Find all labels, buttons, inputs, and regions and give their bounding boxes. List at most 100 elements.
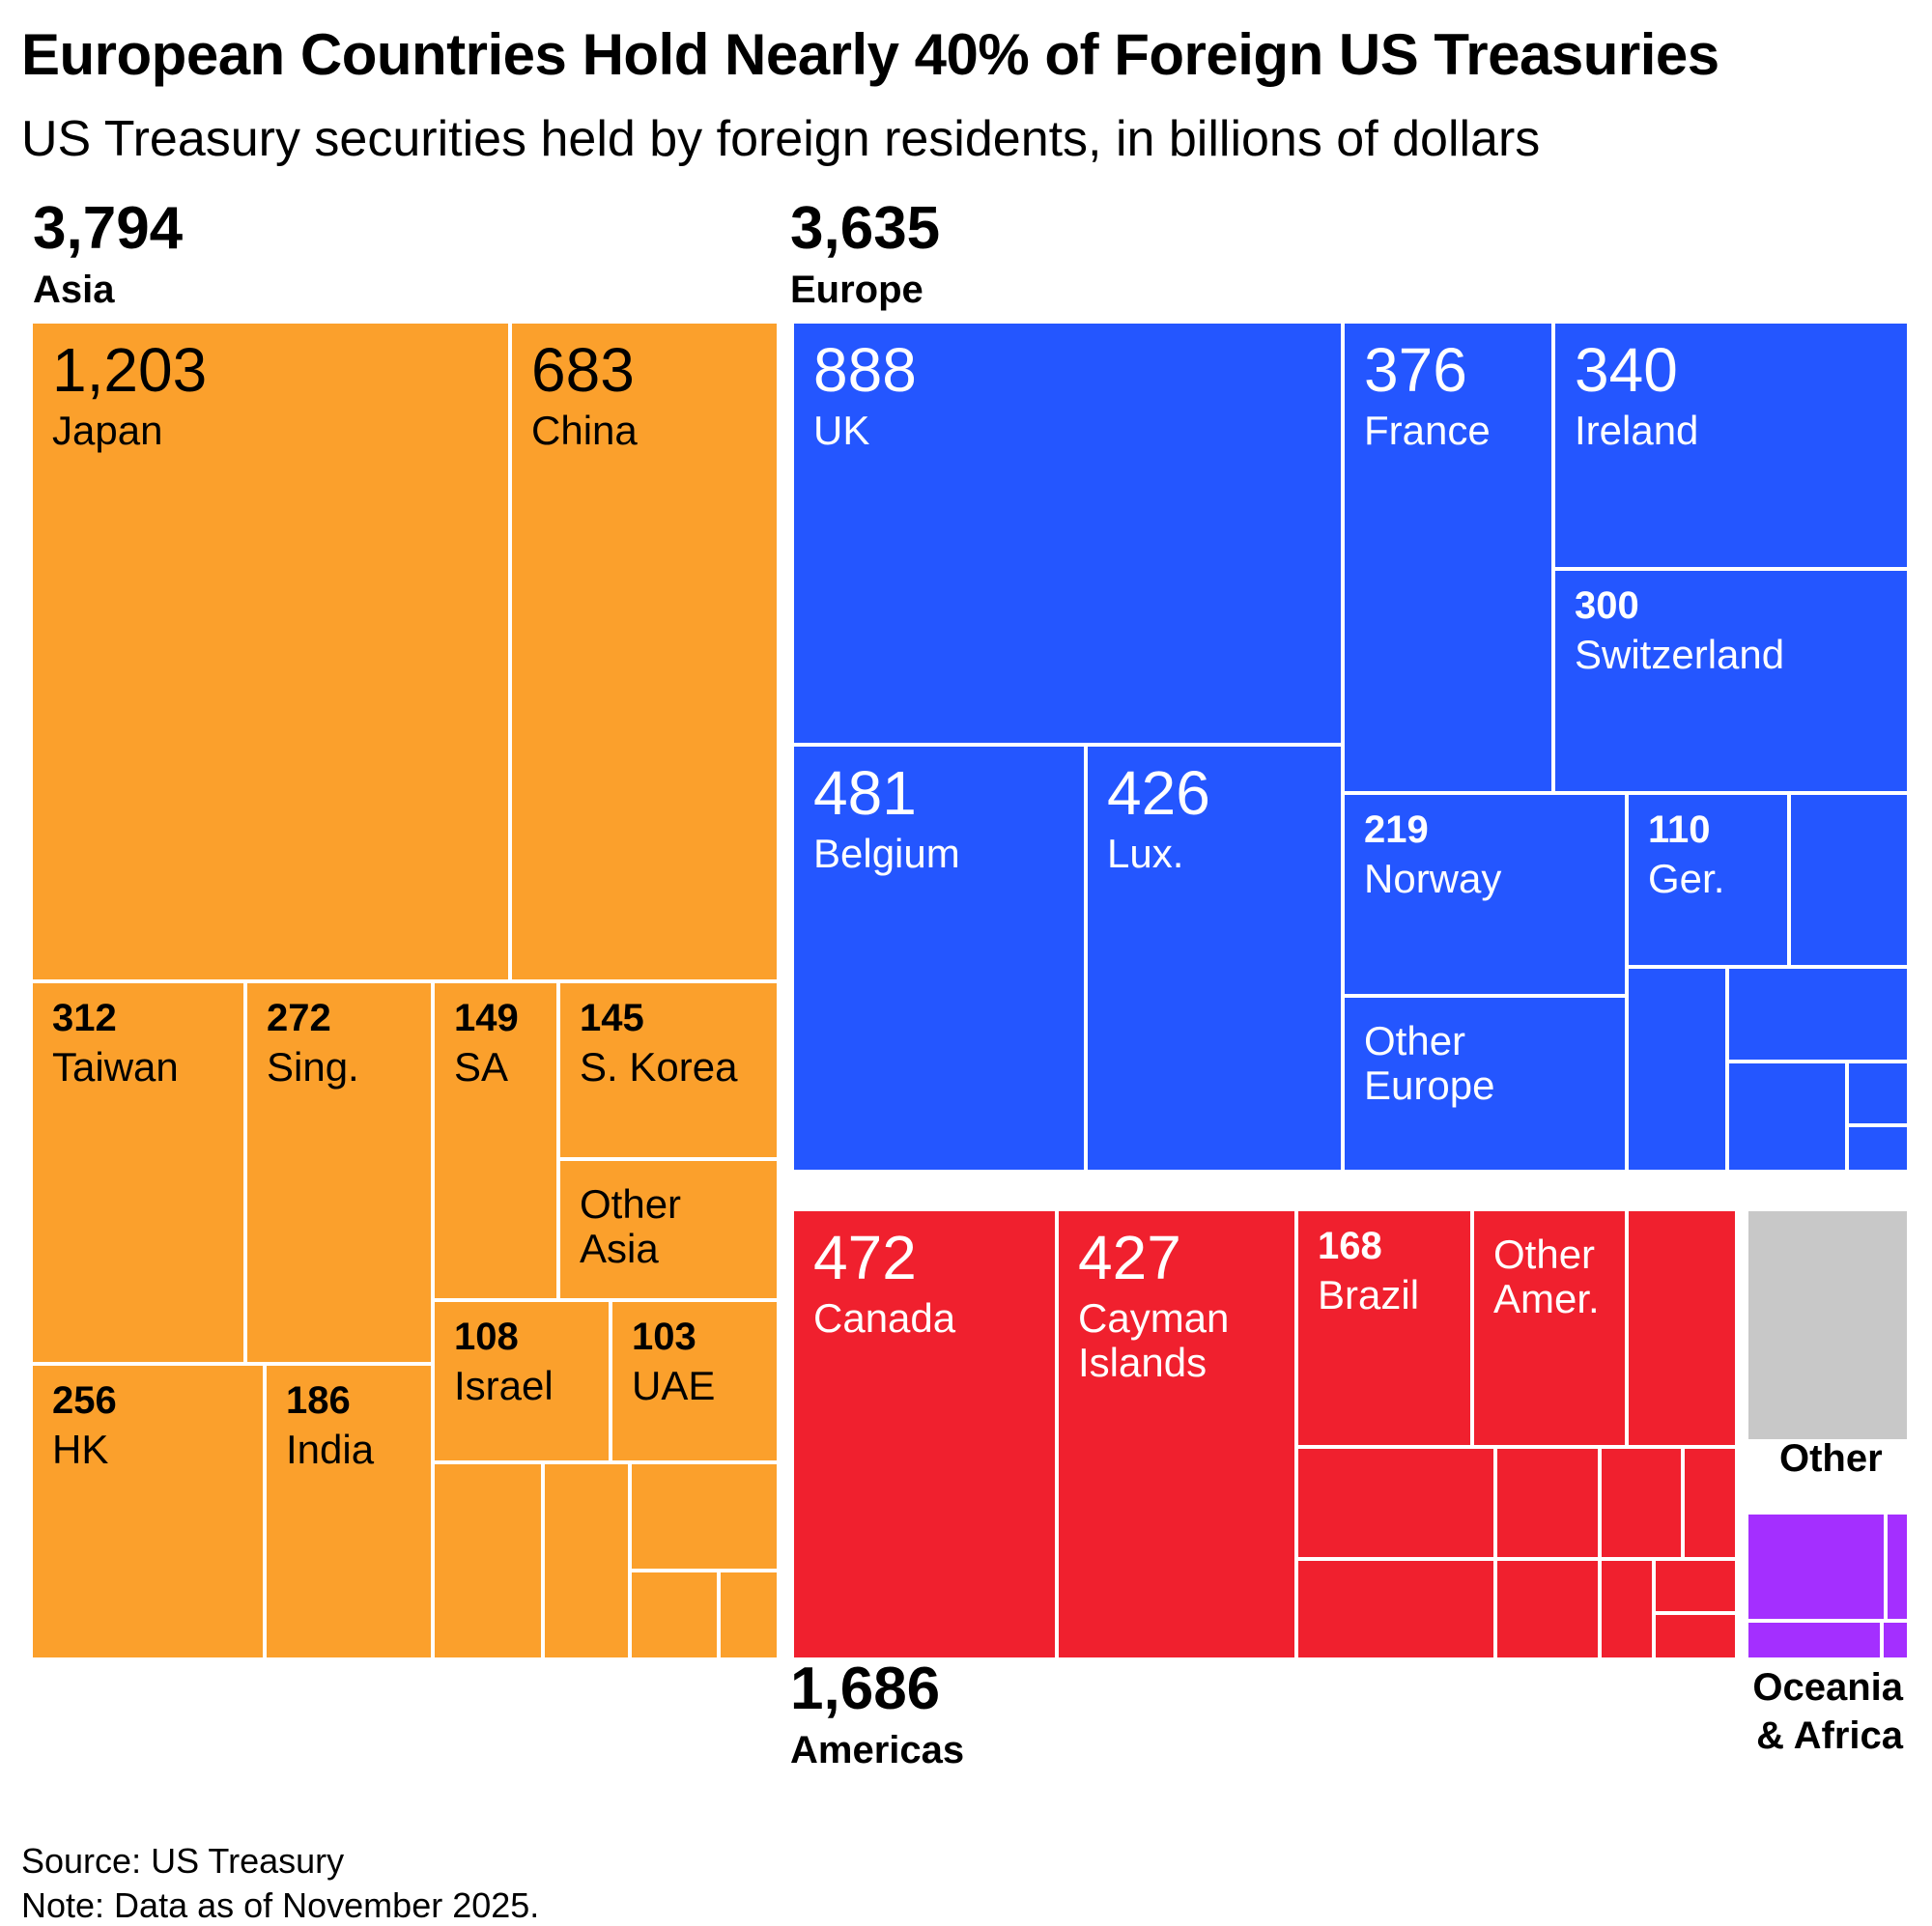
tile-label: Brazil bbox=[1318, 1272, 1420, 1317]
tile-label: Japan bbox=[52, 408, 163, 453]
tile-americas-unlabeled bbox=[1654, 1613, 1737, 1659]
tile-americas-unlabeled bbox=[1600, 1559, 1654, 1659]
tile-oceania-and-africa-unlabeled bbox=[1886, 1513, 1909, 1621]
tile-value: 481 bbox=[813, 758, 917, 828]
tile-japan: 1,203 Japan bbox=[31, 322, 510, 981]
tile-other-unlabeled bbox=[1747, 1209, 1909, 1441]
americas-total: 1,686 bbox=[790, 1656, 941, 1722]
tile-value: 427 bbox=[1078, 1223, 1181, 1292]
tile-value: 145 bbox=[580, 997, 644, 1039]
tile-asia-unlabeled bbox=[719, 1571, 779, 1659]
tile-value: 300 bbox=[1575, 584, 1639, 627]
tile-uae: 103 UAE bbox=[611, 1300, 779, 1462]
europe-total: 3,635 bbox=[790, 195, 941, 262]
tile-americas-unlabeled bbox=[1627, 1209, 1737, 1447]
tile-value: 1,203 bbox=[52, 335, 208, 405]
source-note: Source: US Treasury bbox=[21, 1841, 345, 1881]
tile-value: 888 bbox=[813, 335, 917, 405]
tile-sing: 272 Sing. bbox=[245, 981, 433, 1364]
tile-label: Sing. bbox=[267, 1044, 359, 1090]
tile-value: 272 bbox=[267, 997, 331, 1039]
tile-lux: 426 Lux. bbox=[1086, 745, 1343, 1172]
tile-asia-unlabeled bbox=[630, 1571, 719, 1659]
tile-hk: 256 HK bbox=[31, 1364, 265, 1659]
tile-israel: 108 Israel bbox=[433, 1300, 611, 1462]
tile-china: 683 China bbox=[510, 322, 779, 981]
tile-oceania-and-africa-unlabeled bbox=[1882, 1621, 1909, 1659]
tile-value: 108 bbox=[454, 1316, 519, 1358]
tile-sa: 149 SA bbox=[433, 981, 558, 1300]
tile-label: SA bbox=[454, 1044, 509, 1090]
tile-s-korea: 145 S. Korea bbox=[558, 981, 779, 1159]
tile-label: Belgium bbox=[813, 831, 960, 876]
tile-label: UAE bbox=[632, 1363, 716, 1408]
tile-oceania-and-africa-unlabeled bbox=[1747, 1621, 1882, 1659]
tile-belgium: 481 Belgium bbox=[792, 745, 1086, 1172]
chart-title: European Countries Hold Nearly 40% of Fo… bbox=[21, 22, 1719, 87]
tile-value: 376 bbox=[1364, 335, 1467, 405]
tile-label: HK bbox=[52, 1427, 109, 1472]
oceania-africa-label: Oceania & Africa bbox=[1752, 1666, 1903, 1757]
tile-americas-unlabeled bbox=[1600, 1447, 1683, 1559]
tile-oceania-and-africa-unlabeled bbox=[1747, 1513, 1886, 1621]
tile-france: 376 France bbox=[1343, 322, 1553, 793]
tile-india: 186 India bbox=[265, 1364, 433, 1659]
asia-total: 3,794 bbox=[33, 195, 184, 262]
tile-norway: 219 Norway bbox=[1343, 793, 1627, 996]
tile-europe-unlabeled bbox=[1727, 967, 1909, 1062]
tile-label: Lux. bbox=[1107, 831, 1184, 876]
tile-value: 256 bbox=[52, 1379, 117, 1422]
tile-europe-unlabeled bbox=[1789, 793, 1909, 967]
tile-label: Cayman Islands bbox=[1078, 1295, 1230, 1386]
tile-americas-unlabeled bbox=[1495, 1559, 1600, 1659]
europe-label: Europe bbox=[790, 269, 923, 311]
tile-label: Norway bbox=[1364, 856, 1502, 901]
data-note: Note: Data as of November 2025. bbox=[21, 1885, 540, 1925]
tile-label: Other Europe bbox=[1364, 1018, 1495, 1109]
tile-ger: 110 Ger. bbox=[1627, 793, 1789, 967]
tile-europe-unlabeled bbox=[1847, 1125, 1909, 1172]
americas-label: Americas bbox=[790, 1729, 965, 1771]
tile-label: China bbox=[531, 408, 638, 453]
tile-other-amer: Other Amer. bbox=[1472, 1209, 1627, 1447]
tile-asia-unlabeled bbox=[433, 1462, 543, 1659]
tile-value: 472 bbox=[813, 1223, 917, 1292]
tile-europe-unlabeled bbox=[1627, 967, 1727, 1172]
tile-label: Other Amer. bbox=[1493, 1232, 1600, 1322]
tile-label: Taiwan bbox=[52, 1044, 179, 1090]
tile-value: 340 bbox=[1575, 335, 1678, 405]
tile-value: 168 bbox=[1318, 1225, 1382, 1267]
tile-value: 186 bbox=[286, 1379, 351, 1422]
tile-value: 110 bbox=[1648, 808, 1711, 851]
tile-value: 312 bbox=[52, 997, 117, 1039]
tile-americas-unlabeled bbox=[1654, 1559, 1737, 1613]
tile-value: 149 bbox=[454, 997, 519, 1039]
tile-europe-unlabeled bbox=[1847, 1062, 1909, 1125]
asia-label: Asia bbox=[33, 269, 115, 311]
tile-label: Ger. bbox=[1648, 856, 1725, 901]
chart-subtitle: US Treasury securities held by foreign r… bbox=[21, 111, 1541, 167]
tile-value: 219 bbox=[1364, 808, 1429, 851]
tile-label: Israel bbox=[454, 1363, 554, 1408]
tile-other-europe: Other Europe bbox=[1343, 996, 1627, 1172]
tile-value: 683 bbox=[531, 335, 635, 405]
tile-taiwan: 312 Taiwan bbox=[31, 981, 245, 1364]
tile-uk: 888 UK bbox=[792, 322, 1343, 745]
tile-label: Switzerland bbox=[1575, 632, 1785, 677]
tile-asia-unlabeled bbox=[630, 1462, 779, 1571]
tile-label: Ireland bbox=[1575, 408, 1699, 453]
tile-label: India bbox=[286, 1427, 375, 1472]
other-label: Other bbox=[1779, 1437, 1883, 1480]
tile-americas-unlabeled bbox=[1683, 1447, 1737, 1559]
tile-label: S. Korea bbox=[580, 1044, 738, 1090]
tile-ireland: 340 Ireland bbox=[1553, 322, 1909, 569]
tile-cayman-islands: 427 Cayman Islands bbox=[1057, 1209, 1296, 1659]
tile-canada: 472 Canada bbox=[792, 1209, 1057, 1659]
tile-asia-unlabeled bbox=[543, 1462, 630, 1659]
tile-europe-unlabeled bbox=[1727, 1062, 1847, 1172]
tile-label: Canada bbox=[813, 1295, 956, 1341]
tile-label: Other Asia bbox=[580, 1181, 682, 1272]
tile-brazil: 168 Brazil bbox=[1296, 1209, 1472, 1447]
tile-value: 426 bbox=[1107, 758, 1210, 828]
tile-americas-unlabeled bbox=[1495, 1447, 1600, 1559]
